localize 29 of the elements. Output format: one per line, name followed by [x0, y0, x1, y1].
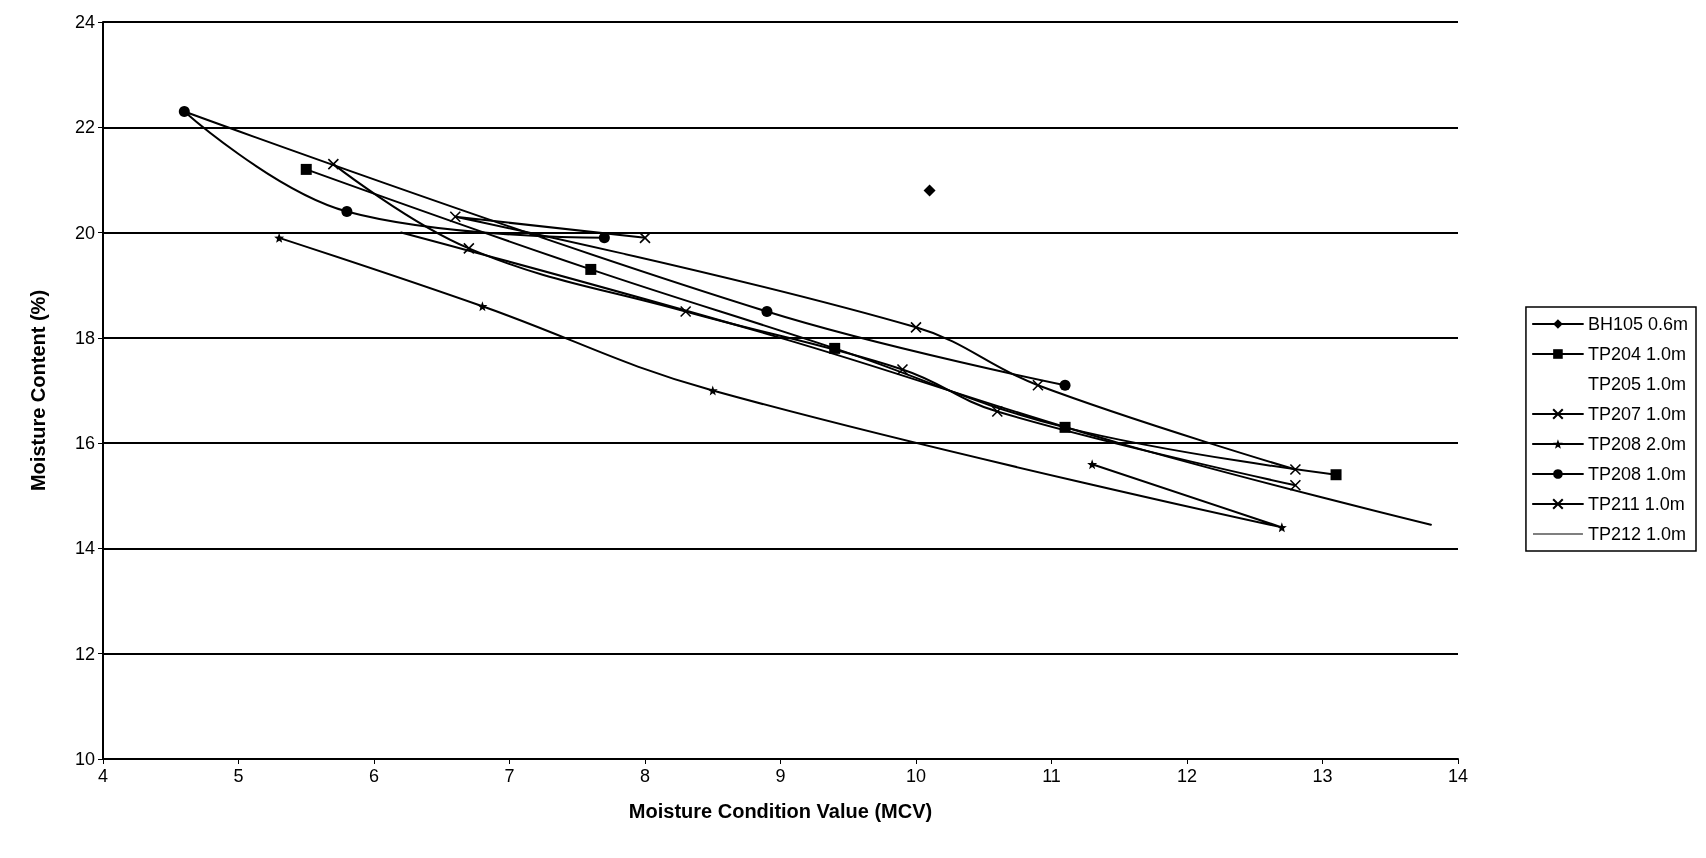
x-tick-label: 9	[775, 766, 786, 786]
x-tick-label: 12	[1176, 766, 1198, 786]
legend-label: TP208 1.0m	[1587, 464, 1687, 484]
legend-label: TP208 2.0m	[1587, 434, 1687, 454]
y-tick-label: 24	[74, 12, 95, 32]
legend-label: TP212 1.0m	[1587, 524, 1687, 544]
x-tick-label: 7	[504, 766, 515, 786]
y-axis-title: Moisture Content (%)	[27, 289, 49, 492]
y-tick-label: 14	[74, 538, 95, 559]
x-tick-label: 8	[639, 766, 651, 786]
x-tick-label: 10	[905, 766, 927, 786]
y-tick-label: 20	[74, 222, 95, 243]
x-tick-label: 5	[233, 766, 244, 786]
legend-label: TP207 1.0m	[1587, 404, 1687, 424]
x-tick-label: 13	[1312, 766, 1333, 786]
legend-label: TP205 1.0m	[1587, 374, 1687, 394]
legend-label: BH105 0.6m	[1587, 314, 1689, 334]
x-tick-label: 4	[97, 766, 109, 786]
legend-label: TP211 1.0m	[1587, 494, 1685, 514]
y-tick-label: 22	[74, 117, 95, 138]
legend-label: TP204 1.0m	[1587, 344, 1687, 364]
y-tick-label: 18	[74, 327, 95, 348]
x-tick-label: 6	[368, 766, 380, 786]
x-axis-title: Moisture Condition Value (MCV)	[628, 800, 933, 822]
y-tick-label: 12	[74, 643, 95, 664]
y-tick-label: 16	[74, 433, 95, 454]
x-tick-label: 14	[1447, 766, 1469, 786]
x-tick-label: 11	[1042, 766, 1061, 786]
y-tick-label: 10	[74, 749, 95, 769]
